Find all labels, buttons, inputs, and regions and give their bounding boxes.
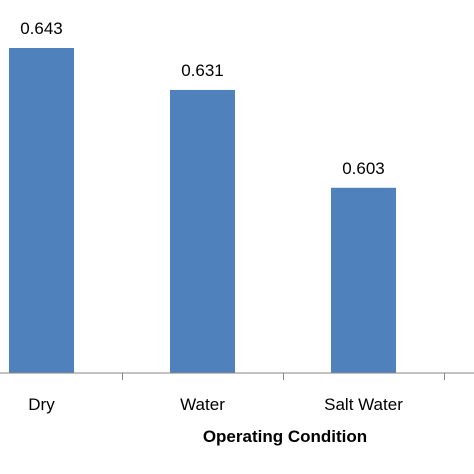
data-label: 0.603 <box>342 159 385 178</box>
data-label: 0.631 <box>181 61 224 80</box>
x-tick-label: Water <box>180 395 225 414</box>
x-axis-ticks <box>122 373 445 380</box>
bar <box>170 89 235 373</box>
bars <box>9 48 396 373</box>
data-labels: 0.643 0.631 0.603 <box>20 19 385 178</box>
x-tick-label: Dry <box>28 395 55 414</box>
x-axis-tick-labels: Dry Water Salt Water <box>28 395 403 414</box>
x-axis-title: Operating Condition <box>203 427 367 446</box>
data-label: 0.643 <box>20 19 63 38</box>
bar <box>331 187 396 373</box>
x-tick-label: Salt Water <box>324 395 403 414</box>
bar <box>9 48 74 373</box>
